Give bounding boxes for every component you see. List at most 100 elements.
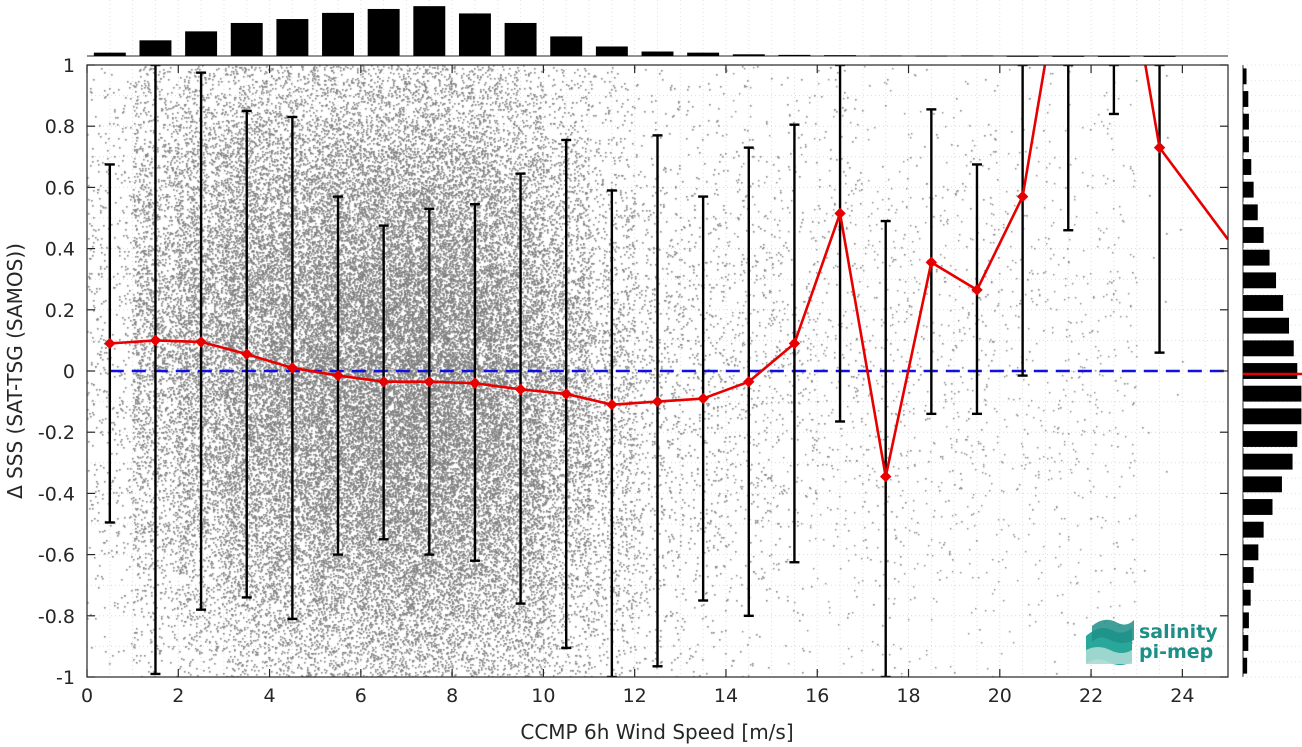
top-histogram-bar — [93, 52, 126, 56]
top-histogram-bar — [824, 55, 857, 57]
x-tick-label: 16 — [805, 685, 829, 707]
median-marker — [195, 336, 207, 348]
x-tick-label: 6 — [355, 685, 367, 707]
x-tick-label: 12 — [623, 685, 647, 707]
top-histogram-bar — [322, 12, 354, 56]
top-histogram-bar — [961, 55, 993, 57]
right-histogram-bar — [1243, 68, 1247, 85]
right-histogram-bar — [1243, 431, 1298, 447]
y-tick-label: 0.2 — [45, 300, 75, 322]
right-histogram-bar — [1243, 113, 1249, 130]
y-tick-label: 0.6 — [45, 177, 75, 199]
y-tick-label: 0.4 — [45, 239, 75, 261]
top-histogram-bar — [276, 19, 309, 56]
median-line — [104, 65, 1228, 483]
right-histogram-bar — [1243, 499, 1273, 515]
x-tick-label: 24 — [1170, 685, 1194, 707]
top-histogram-bar — [1143, 55, 1176, 57]
right-histogram-bar — [1243, 136, 1249, 153]
logo-line1: salinity — [1139, 621, 1218, 643]
right-histogram-bar — [1243, 249, 1270, 266]
right-histogram-bar — [1243, 317, 1290, 334]
median-marker — [606, 398, 618, 411]
top-histogram-bar — [413, 6, 446, 56]
right-histogram-bar — [1243, 567, 1254, 583]
right-histogram-bar — [1243, 295, 1284, 311]
top-histogram-bar — [1097, 55, 1130, 57]
right-histogram-bar — [1243, 612, 1249, 629]
right-histogram-bar — [1243, 204, 1258, 221]
y-tick-label: -0.6 — [38, 545, 75, 567]
median-marker — [514, 383, 527, 396]
right-histogram-bar — [1243, 91, 1249, 107]
right-histogram-bar — [1243, 589, 1251, 606]
top-histogram-bar — [230, 22, 263, 56]
y-tick-label: -1 — [56, 667, 75, 689]
top-histogram-bar — [139, 40, 172, 56]
median-marker — [377, 376, 390, 388]
y-tick-label: -0.8 — [38, 606, 75, 628]
y-tick-label: -0.4 — [38, 483, 75, 505]
y-tick-label: -0.2 — [38, 422, 75, 444]
x-tick-label: 10 — [531, 685, 555, 707]
median-marker — [971, 284, 983, 296]
top-histogram-bar — [778, 54, 811, 56]
top-histogram-bar — [550, 36, 583, 56]
median-marker — [697, 392, 709, 405]
median-marker — [1153, 141, 1166, 154]
median-marker — [651, 395, 664, 408]
salinity-pi-mep-logo: salinity pi-mep — [1086, 619, 1218, 665]
median-marker — [560, 388, 572, 400]
top-histogram-bar — [458, 13, 491, 57]
median-marker — [104, 337, 116, 350]
right-histogram-bar — [1243, 159, 1252, 175]
right-histogram-bar — [1243, 272, 1277, 289]
top-histogram-bar — [869, 55, 902, 57]
x-tick-label: 20 — [988, 685, 1012, 707]
right-histogram-bar — [1243, 385, 1302, 402]
x-tick-label: 18 — [896, 685, 920, 707]
right-histogram — [1242, 64, 1302, 678]
median-marker — [332, 369, 344, 382]
x-tick-label: 4 — [264, 685, 276, 707]
right-histogram-bar — [1243, 521, 1264, 538]
right-histogram-bar — [1243, 181, 1254, 198]
axes: 0 2 4 6 8 10 12 14 16 18 20 22 24-1-0.8-0.6-0.4-0.20… — [38, 55, 1229, 707]
y-axis-label: Δ SSS (SAT-TSG (SAMOS)) — [3, 243, 27, 499]
top-histogram-bar — [367, 8, 400, 57]
median-marker — [925, 256, 938, 269]
top-histogram-bar — [1052, 55, 1085, 57]
top-histogram-bar — [915, 55, 948, 57]
x-tick-label: 0 — [81, 685, 93, 707]
logo-line2: pi-mep — [1139, 641, 1213, 663]
right-histogram-bar — [1243, 544, 1259, 561]
median-marker — [469, 377, 481, 389]
x-tick-label: 2 — [172, 685, 184, 707]
top-histogram — [87, 0, 1229, 57]
right-histogram-bar — [1243, 363, 1298, 379]
x-tick-label: 22 — [1079, 685, 1103, 707]
top-histogram-bar — [504, 22, 537, 56]
median-marker — [149, 334, 162, 347]
top-histogram-bar — [641, 51, 674, 56]
right-histogram-bar — [1243, 476, 1282, 493]
y-tick-label: 0.8 — [45, 116, 75, 138]
y-tick-label: 0 — [63, 361, 75, 383]
right-histogram-bar — [1243, 340, 1294, 357]
median-marker — [743, 376, 755, 388]
right-histogram-bar — [1243, 408, 1302, 425]
right-histogram-bar — [1243, 635, 1249, 651]
x-tick-label: 8 — [446, 685, 458, 707]
top-histogram-bar — [687, 52, 720, 56]
median-marker — [286, 362, 299, 374]
median-marker — [788, 337, 801, 350]
right-histogram-bar — [1243, 453, 1293, 470]
top-histogram-bar — [185, 31, 218, 56]
top-histogram-bar — [595, 46, 628, 56]
top-histogram-bar — [732, 54, 765, 56]
x-tick-label: 14 — [714, 685, 738, 707]
top-histogram-bar — [1006, 55, 1039, 57]
y-tick-label: 1 — [63, 55, 75, 77]
logo-wave-icon — [1086, 619, 1134, 665]
